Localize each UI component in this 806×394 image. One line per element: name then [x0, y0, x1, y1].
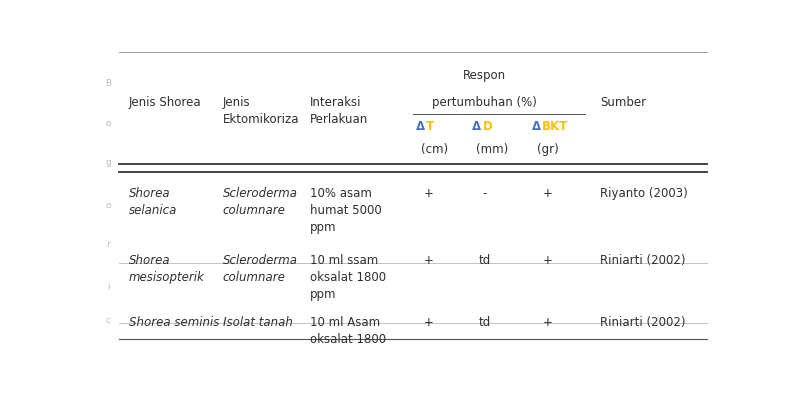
Text: +: +	[542, 316, 552, 329]
Text: Respon: Respon	[463, 69, 506, 82]
Text: Δ: Δ	[532, 120, 541, 133]
Text: Scleroderma
columnare: Scleroderma columnare	[222, 254, 297, 284]
Text: Jenis
Ektomikoriza: Jenis Ektomikoriza	[222, 96, 299, 126]
Text: 10 ml ssam
oksalat 1800
ppm: 10 ml ssam oksalat 1800 ppm	[310, 254, 386, 301]
Text: td: td	[479, 316, 491, 329]
Text: Riniarti (2002): Riniarti (2002)	[600, 316, 686, 329]
Text: o: o	[106, 119, 111, 128]
Text: Shorea
mesisopterik: Shorea mesisopterik	[129, 254, 205, 284]
Text: +: +	[424, 254, 434, 267]
Text: o: o	[106, 201, 111, 210]
Text: BKT: BKT	[542, 120, 568, 133]
Text: Scleroderma
columnare: Scleroderma columnare	[222, 187, 297, 217]
Text: +: +	[542, 187, 552, 200]
Text: r: r	[106, 240, 110, 249]
Text: pertumbuhan (%): pertumbuhan (%)	[433, 96, 538, 109]
Text: Riyanto (2003): Riyanto (2003)	[600, 187, 688, 200]
Text: i: i	[107, 282, 110, 292]
Text: +: +	[424, 316, 434, 329]
Text: td: td	[479, 254, 491, 267]
Text: Isolat tanah: Isolat tanah	[222, 316, 293, 329]
Text: +: +	[542, 254, 552, 267]
Text: 10 ml Asam
oksalat 1800: 10 ml Asam oksalat 1800	[310, 316, 386, 346]
Text: B: B	[106, 79, 111, 88]
Text: g: g	[106, 158, 111, 167]
Text: c: c	[106, 316, 110, 325]
Text: D: D	[483, 120, 492, 133]
Text: Riniarti (2002): Riniarti (2002)	[600, 254, 686, 267]
Text: Δ: Δ	[472, 120, 481, 133]
Text: Shorea seminis: Shorea seminis	[129, 316, 219, 329]
Text: Jenis Shorea: Jenis Shorea	[129, 96, 202, 109]
Text: +: +	[424, 187, 434, 200]
Text: (gr): (gr)	[537, 143, 559, 156]
Text: (mm): (mm)	[476, 143, 508, 156]
Text: T: T	[426, 120, 434, 133]
Text: Δ: Δ	[416, 120, 426, 133]
Text: Sumber: Sumber	[600, 96, 646, 109]
Text: -: -	[483, 187, 487, 200]
Text: Interaksi
Perlakuan: Interaksi Perlakuan	[310, 96, 368, 126]
Text: 10% asam
humat 5000
ppm: 10% asam humat 5000 ppm	[310, 187, 382, 234]
Text: Shorea
selanica: Shorea selanica	[129, 187, 177, 217]
Text: (cm): (cm)	[422, 143, 448, 156]
